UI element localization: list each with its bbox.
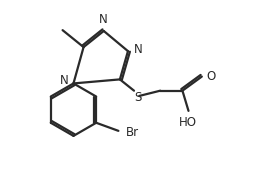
Text: N: N [134, 43, 143, 56]
Text: HO: HO [179, 116, 197, 129]
Text: S: S [134, 91, 142, 104]
Text: Br: Br [126, 126, 139, 139]
Text: O: O [207, 70, 216, 83]
Text: N: N [98, 13, 107, 26]
Text: N: N [60, 74, 69, 87]
